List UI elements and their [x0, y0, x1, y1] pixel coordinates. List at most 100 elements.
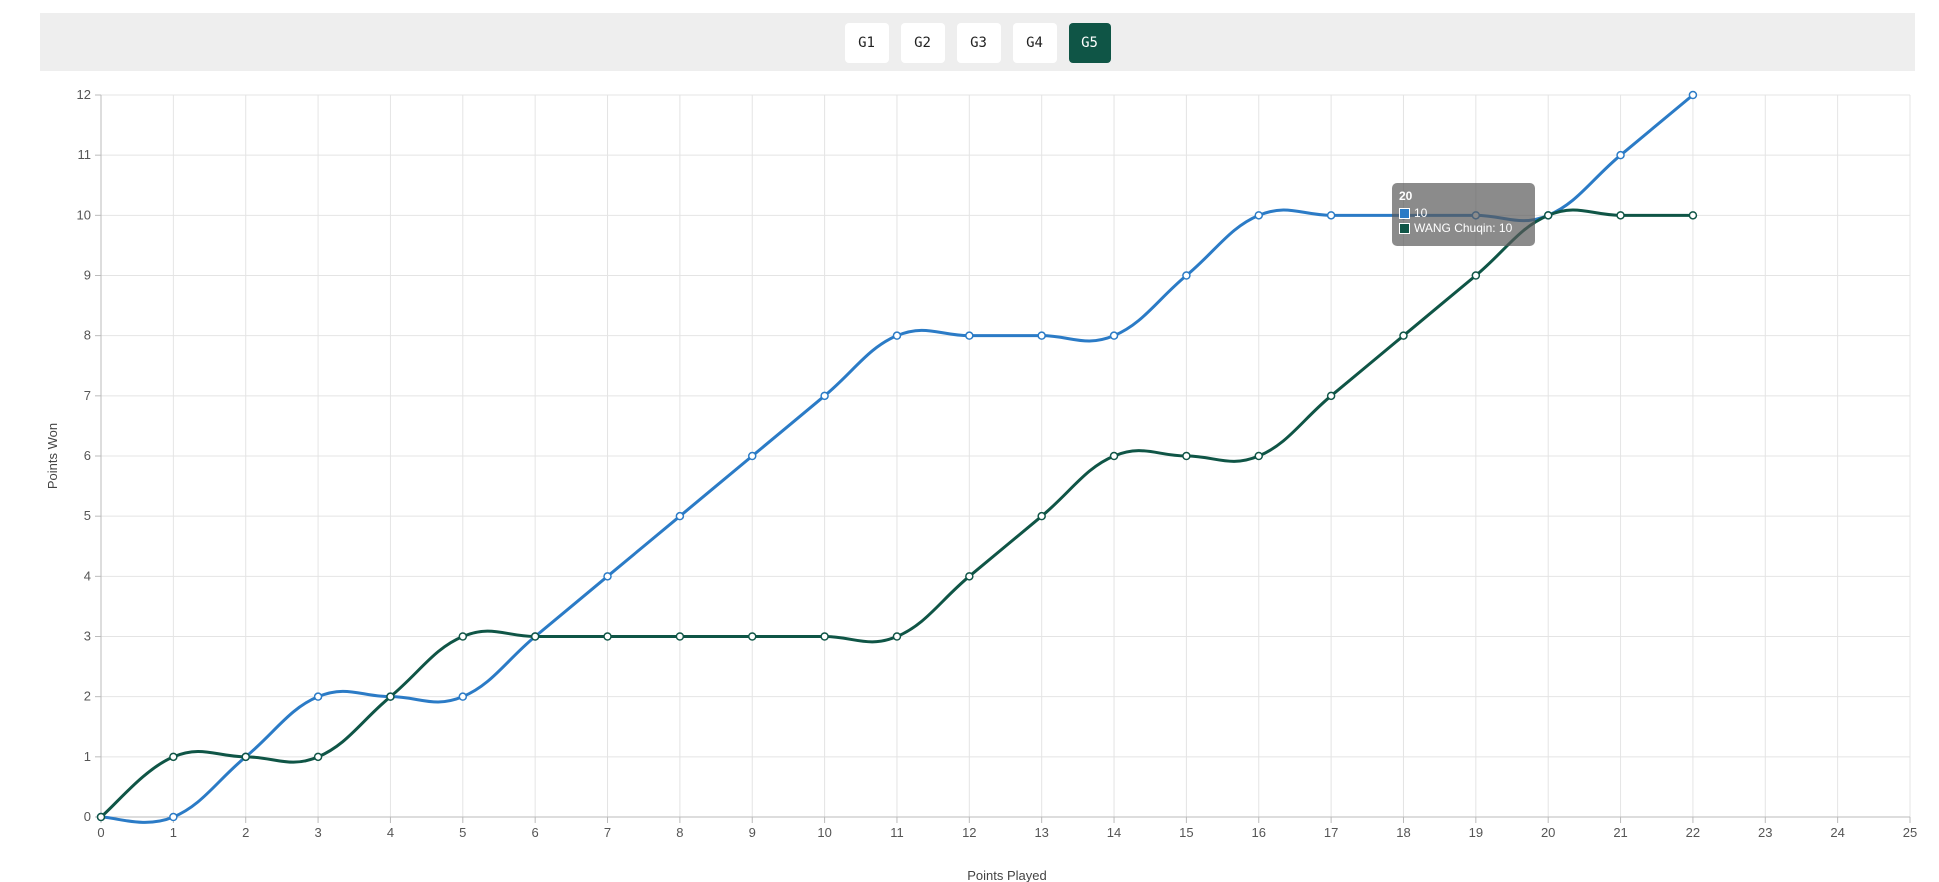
x-tick-label: 0: [97, 825, 104, 840]
tooltip-row-text: 10: [1414, 206, 1428, 220]
x-tick-label: 12: [962, 825, 976, 840]
data-point: [1109, 451, 1119, 461]
data-point: [1399, 331, 1408, 340]
data-point: [1037, 511, 1046, 521]
data-point: [1254, 451, 1264, 461]
y-axis-label: Points Won: [45, 423, 60, 489]
data-point: [169, 812, 178, 822]
data-point: [241, 752, 250, 762]
x-tick-label: 11: [890, 825, 904, 840]
x-axis-label: Points Played: [967, 868, 1047, 882]
tooltip-swatch: [1399, 223, 1410, 234]
y-tick-label: 8: [84, 328, 91, 343]
x-tick-label: 17: [1324, 825, 1338, 840]
x-tick-label: 10: [817, 825, 831, 840]
data-point: [1037, 331, 1046, 340]
data-point: [1616, 150, 1625, 160]
data-point: [603, 572, 612, 581]
tab-g1[interactable]: G1: [844, 23, 889, 63]
x-tick-label: 14: [1107, 825, 1121, 840]
tab-g2[interactable]: G2: [900, 23, 945, 63]
game-selector-bar: G1 G2 G3 G4 G5: [40, 13, 1915, 71]
data-point: [747, 451, 757, 461]
data-point: [169, 752, 178, 762]
data-point: [530, 632, 540, 641]
tooltip-row: WANG Chuqin: 10: [1399, 221, 1528, 236]
data-point: [313, 752, 323, 762]
x-tick-label: 24: [1830, 825, 1844, 840]
tab-g3[interactable]: G3: [956, 23, 1001, 63]
y-tick-label: 1: [84, 749, 91, 764]
y-tick-label: 10: [77, 207, 91, 222]
data-point: [820, 391, 829, 401]
data-point: [675, 632, 685, 641]
y-tick-label: 4: [84, 568, 91, 583]
x-tick-label: 13: [1034, 825, 1048, 840]
x-tick-label: 25: [1903, 825, 1917, 840]
tooltip-title: 20: [1399, 189, 1413, 203]
x-tick-label: 21: [1613, 825, 1627, 840]
game-tabs: G1 G2 G3 G4 G5: [40, 23, 1915, 63]
x-tick-label: 8: [676, 825, 683, 840]
data-point: [1688, 211, 1698, 220]
y-tick-label: 2: [84, 689, 91, 704]
data-point: [892, 632, 902, 641]
x-tick-label: 16: [1252, 825, 1266, 840]
data-point: [1326, 391, 1336, 401]
y-tick-label: 5: [84, 508, 91, 523]
data-point: [458, 692, 468, 701]
y-tick-label: 7: [84, 388, 91, 403]
x-tick-label: 19: [1469, 825, 1483, 840]
tooltip-row: 10: [1399, 206, 1528, 221]
x-tick-label: 5: [459, 825, 466, 840]
tab-g4[interactable]: G4: [1012, 23, 1057, 63]
data-point: [965, 331, 974, 340]
data-point: [313, 692, 323, 701]
data-point: [965, 572, 974, 581]
x-tick-label: 22: [1686, 825, 1700, 840]
y-tick-label: 0: [84, 809, 91, 824]
x-tick-label: 3: [314, 825, 321, 840]
y-tick-label: 12: [77, 87, 91, 102]
chart-axes: 0 1 2 3 4 5 6 7 8 9 10 11 12 13 14 15 16 17 18 19 20 21 22 23 24…: [77, 87, 1918, 840]
chart-points: [96, 90, 1698, 822]
data-point: [1182, 451, 1191, 461]
x-tick-label: 18: [1396, 825, 1410, 840]
data-point: [1254, 211, 1264, 220]
data-point: [1543, 211, 1553, 220]
y-tick-label: 9: [84, 268, 91, 283]
y-tick-label: 3: [84, 629, 91, 644]
data-point: [1688, 90, 1698, 100]
x-tick-label: 15: [1179, 825, 1193, 840]
data-point: [1326, 211, 1336, 220]
x-tick-label: 23: [1758, 825, 1772, 840]
data-point: [1616, 211, 1625, 220]
x-tick-label: 20: [1541, 825, 1555, 840]
data-point: [820, 632, 829, 641]
data-point: [458, 632, 468, 641]
series-line-2: [100, 208, 1693, 819]
x-tick-label: 6: [532, 825, 539, 840]
tab-g5[interactable]: G5: [1068, 23, 1111, 63]
tooltip-row-text: WANG Chuqin: 10: [1414, 221, 1513, 235]
data-point: [1109, 331, 1119, 340]
x-tick-label: 2: [242, 825, 249, 840]
data-point: [747, 632, 757, 641]
x-tick-label: 4: [387, 825, 394, 840]
data-point: [386, 692, 395, 701]
data-point: [1182, 271, 1191, 280]
y-tick-label: 11: [78, 147, 92, 162]
data-point: [892, 331, 902, 340]
tooltip-swatch: [1399, 208, 1410, 219]
data-point: [1471, 271, 1481, 280]
data-point: [96, 812, 106, 822]
x-tick-label: 9: [749, 825, 756, 840]
y-tick-label: 6: [84, 448, 91, 463]
chart-grid: [100, 94, 1911, 818]
chart-tooltip: 20 10 WANG Chuqin: 10: [1392, 183, 1535, 246]
data-point: [603, 632, 612, 641]
x-tick-label: 7: [604, 825, 611, 840]
x-tick-label: 1: [170, 825, 177, 840]
data-point: [675, 511, 685, 521]
